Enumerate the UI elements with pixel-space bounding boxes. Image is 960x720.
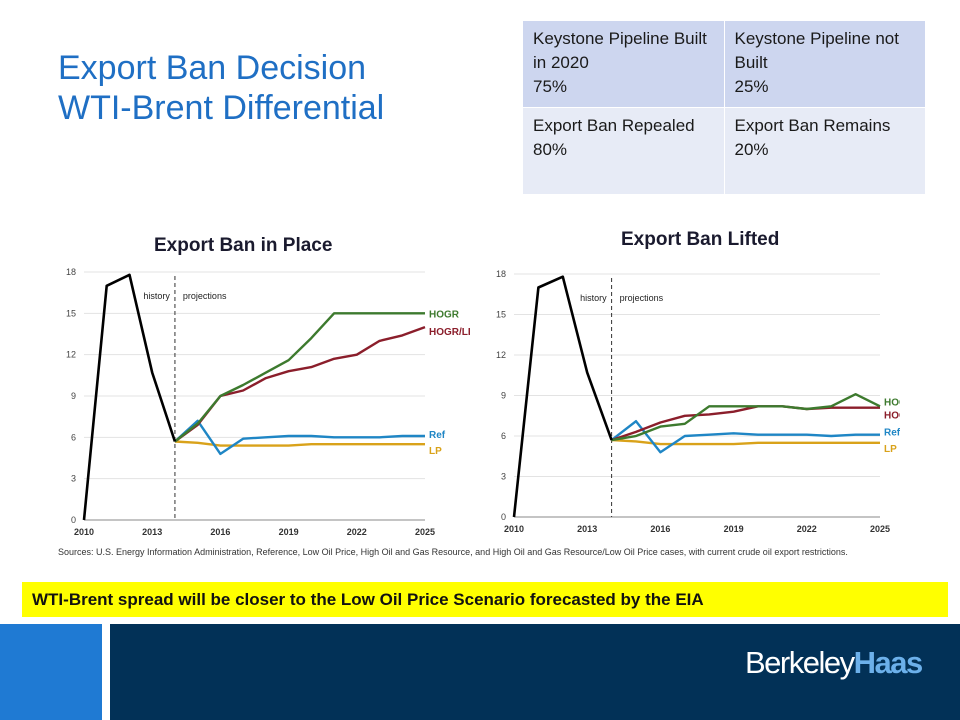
chart-title-ban-in-place: Export Ban in Place [154,235,333,256]
x-tick-label: 2019 [279,527,299,537]
annotation-history: history [143,291,170,301]
series-line-hogr [611,392,881,442]
y-tick-label: 15 [66,308,76,318]
slide-title-line1: Export Ban Decision [58,49,367,87]
series-label-hogr-lp: HOGR/LP [884,411,900,422]
annotation-history: history [580,293,607,303]
series-label-hogr: HOGR [429,309,460,320]
x-tick-label: 2022 [797,524,817,534]
series-line-lp [611,438,880,446]
series-label-hogr: HOGR [884,397,900,408]
x-tick-label: 2013 [142,527,162,537]
series-line-ref [610,419,880,454]
series-line-hogr-lp [611,405,880,442]
y-tick-label: 6 [501,431,506,441]
x-tick-label: 2010 [74,527,94,537]
chart-ban-lifted: 0 3 6 9 12 15 18 2010 2013 2016 2019 2022 2025 histor… [496,269,900,534]
table-row: Export Ban Repealed 80% Export Ban Remain… [522,107,926,195]
series-line-lp [174,440,425,447]
annotation-projections: projections [183,291,227,301]
series-label-ref: Ref [429,430,446,441]
y-tick-label: 9 [71,391,76,401]
x-tick-label: 2025 [870,524,890,534]
conclusion-text: WTI-Brent spread will be closer to the L… [32,590,704,609]
footer-accent-block [0,624,102,720]
series-label-hogr-lp: HOGR/LP [429,327,470,338]
x-tick-label: 2013 [577,524,597,534]
chart-ban-in-place: 0 3 6 9 12 15 18 2010 2013 2016 2019 2022 2025 histor… [66,267,470,537]
x-tick-label: 2016 [650,524,670,534]
x-tick-label: 2025 [415,527,435,537]
y-tick-label: 18 [66,267,76,277]
probability-table: Keystone Pipeline Built in 2020 75% Keyst… [522,20,926,195]
x-tick-label: 2019 [724,524,744,534]
slide-title-line2: WTI-Brent Differential [58,89,385,127]
x-tick-label: 2016 [210,527,230,537]
y-tick-label: 12 [496,350,506,360]
history-line [512,275,613,518]
y-tick-label: 3 [71,474,76,484]
x-tick-label: 2022 [347,527,367,537]
sources-note: Sources: U.S. Energy Information Adminis… [58,547,848,557]
conclusion-banner: WTI-Brent spread will be closer to the L… [22,582,948,617]
table-cell-ban-repealed: Export Ban Repealed 80% [522,107,725,195]
y-tick-label: 12 [66,350,76,360]
chart-title-ban-lifted: Export Ban Lifted [621,229,780,250]
history-line [82,273,177,521]
x-tick-label: 2010 [504,524,524,534]
y-tick-label: 15 [496,310,506,320]
slide-title: Export Ban Decision WTI-Brent Differenti… [58,48,384,128]
y-tick-label: 9 [501,391,506,401]
y-tick-label: 0 [71,515,76,525]
series-label-ref: Ref [884,428,900,439]
series-label-lp: LP [429,446,442,457]
y-tick-label: 6 [71,432,76,442]
table-cell-keystone-built: Keystone Pipeline Built in 2020 75% [522,20,725,108]
table-row: Keystone Pipeline Built in 2020 75% Keyst… [522,20,926,108]
series-line-hogr [174,312,425,443]
series-line-ref [174,419,425,456]
table-cell-keystone-not-built: Keystone Pipeline not Built 25% [723,20,926,108]
y-tick-label: 0 [501,512,506,522]
footer-bar [110,624,960,720]
berkeley-haas-logo: BerkeleyHaas [745,645,923,680]
y-tick-label: 18 [496,269,506,279]
series-label-lp: LP [884,444,897,455]
annotation-projections: projections [620,293,664,303]
series-line-hogr-lp [174,325,426,443]
y-tick-label: 3 [501,472,506,482]
table-cell-ban-remains: Export Ban Remains 20% [723,107,926,195]
